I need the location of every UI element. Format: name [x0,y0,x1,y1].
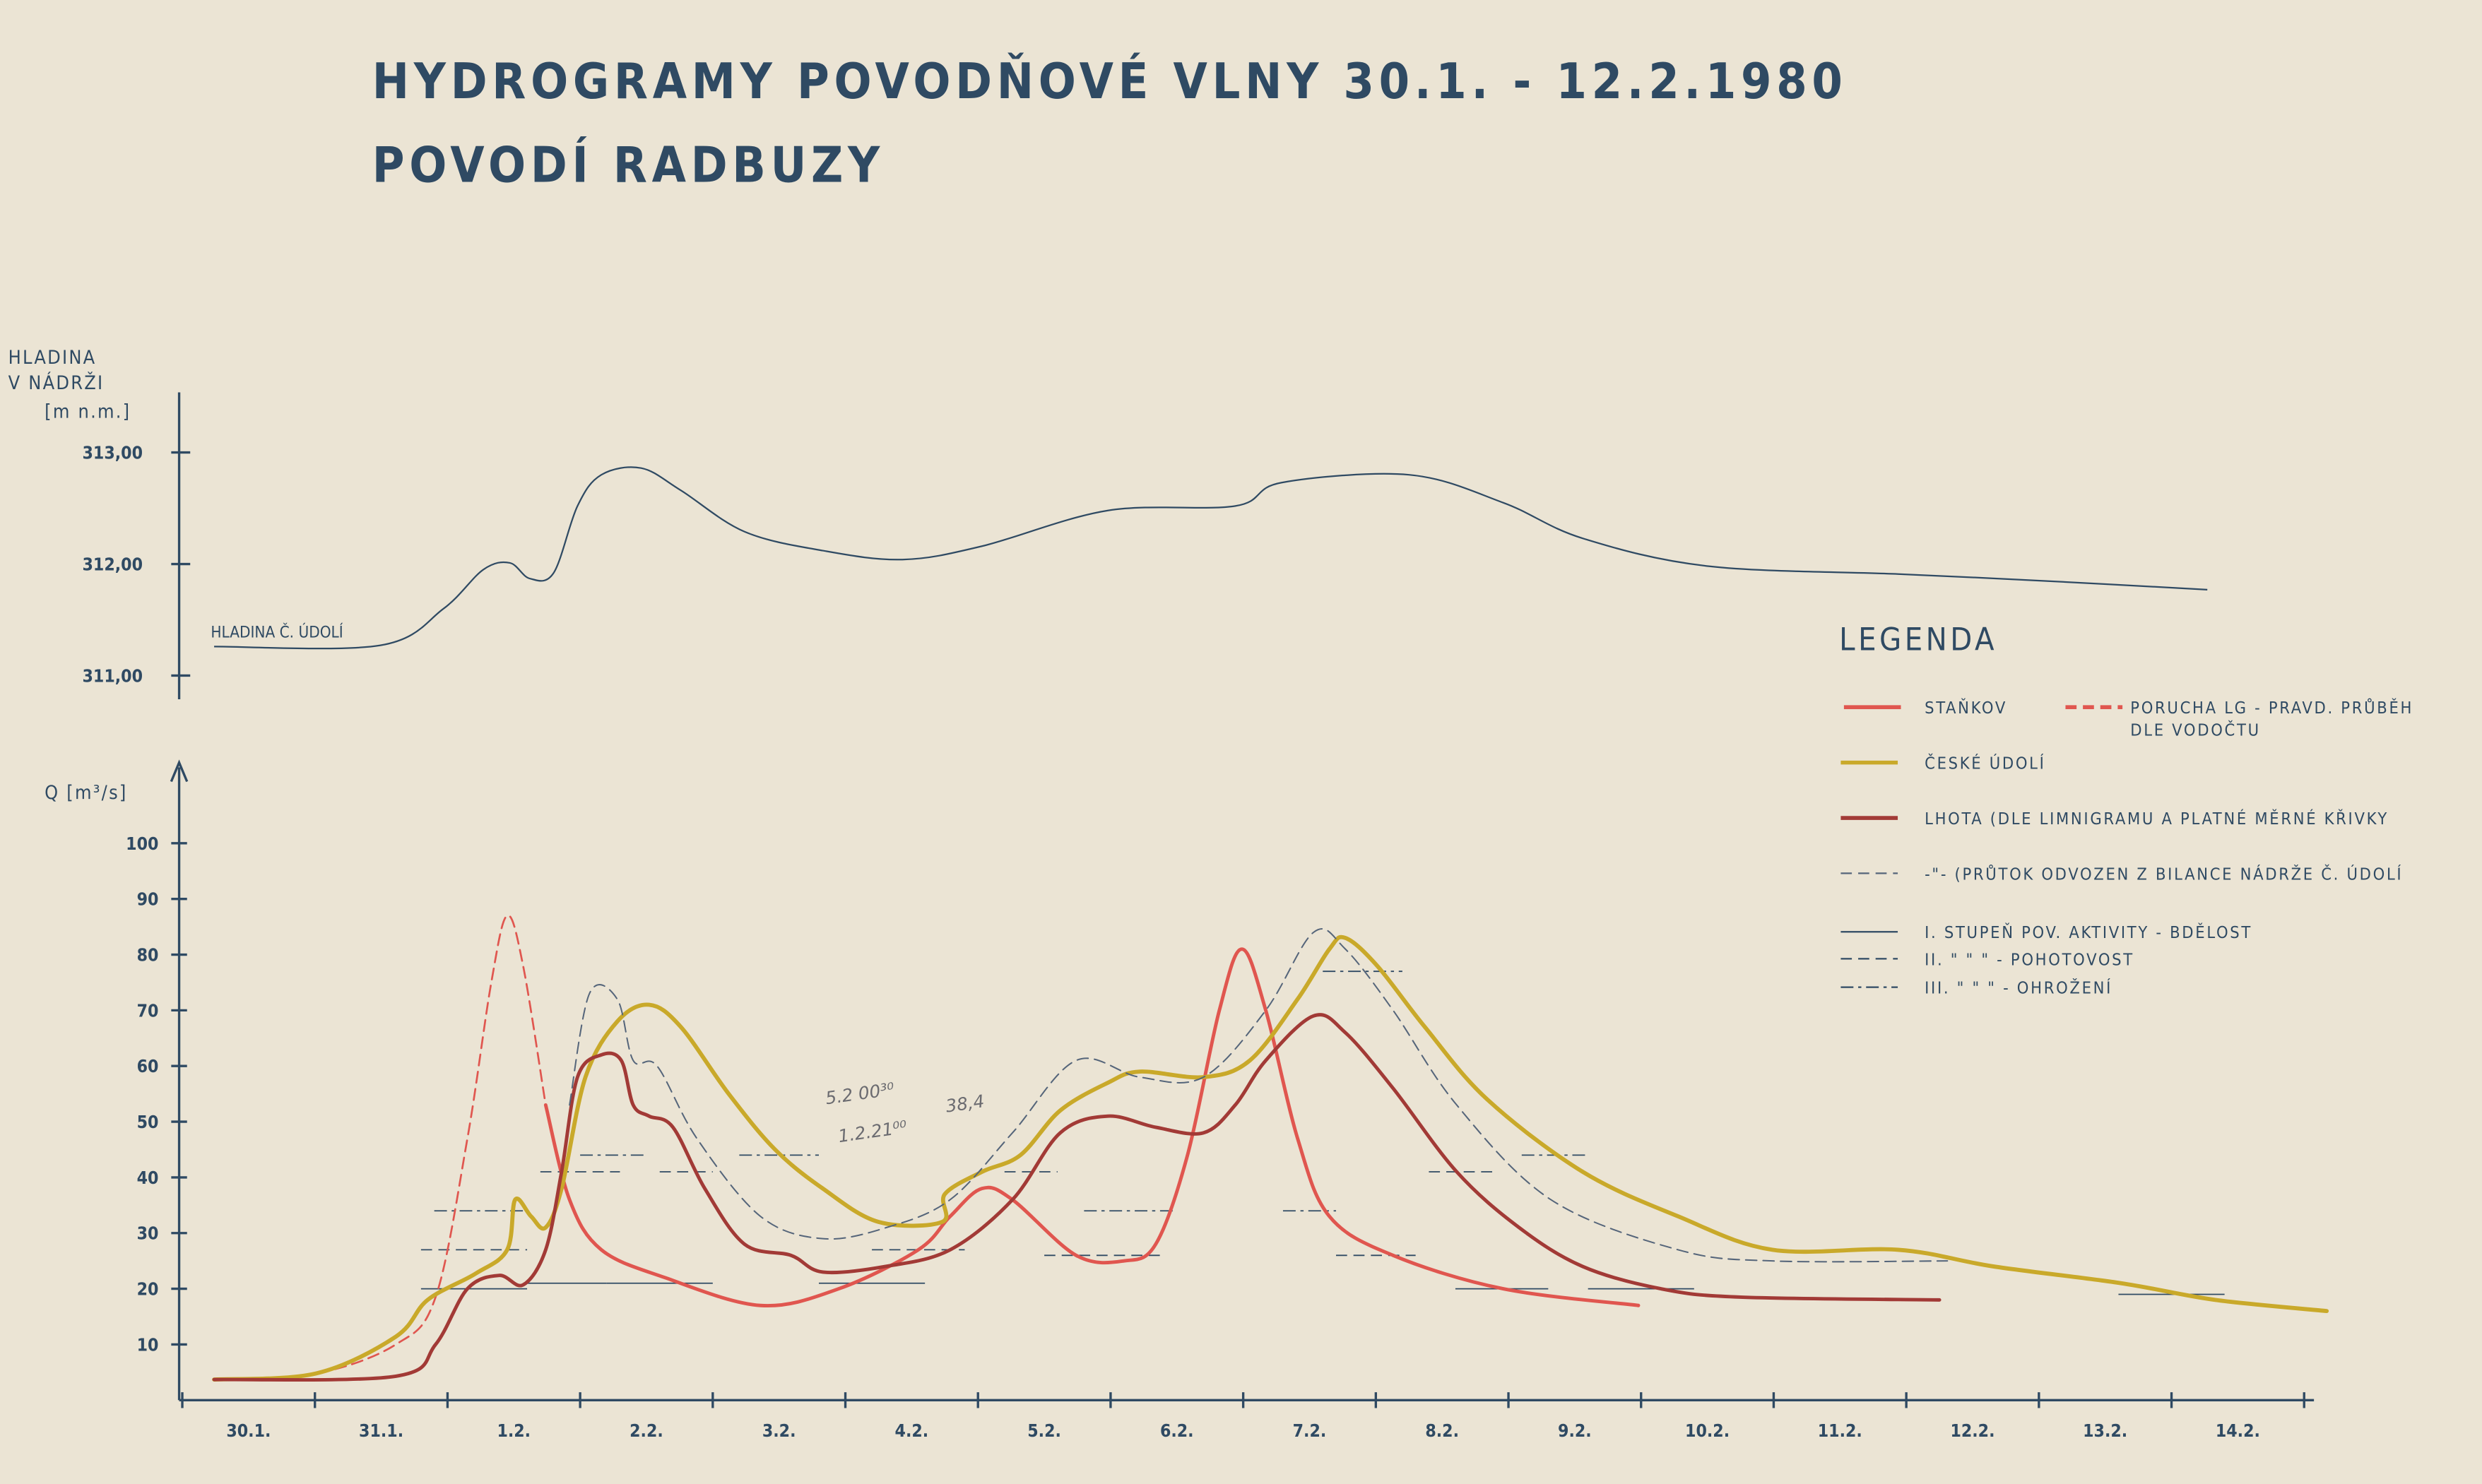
date-tick-label: 5.2. [1027,1420,1061,1441]
legend-label-3: LHOTA (DLE LIMNIGRAMU A PLATNÉ MĚRNÉ KŘI… [1925,809,2389,829]
legend-label-5: I. STUPEŇ POV. AKTIVITY - BDĚLOST [1925,922,2252,942]
q-tick-label: 90 [137,889,159,910]
date-tick-label: 14.2. [2216,1420,2260,1441]
level-axis-label-2: V NÁDRŽI [8,372,105,394]
q-tick-label: 70 [137,1000,159,1021]
title-line-2: POVODÍ RADBUZY [372,136,885,194]
series-line-0 [543,947,1641,1308]
series-line-2 [212,934,2329,1382]
level-plot: 313,00 312,00 311,00 [83,392,2208,700]
series-line-4 [569,928,1949,1263]
series-line-1 [213,914,547,1381]
legend-title: LEGENDA [1839,621,1997,658]
date-tick-label: 10.2. [1685,1420,1730,1441]
q-tick-label: 100 [126,833,158,854]
date-tick-label: 8.2. [1425,1420,1459,1441]
legend-label-1: PORUCHA LG - PRAVD. PRŮBĚH [2130,697,2413,718]
legend-label-7: III. " " " - OHROŽENÍ [1925,978,2112,998]
series-line-3 [212,1013,1942,1382]
date-tick-label: 9.2. [1558,1420,1592,1441]
q-tick-label: 50 [137,1112,159,1132]
date-tick-label: 1.2. [497,1420,531,1441]
level-axis-label-1: HLADINA [8,347,97,369]
legend-label-1-line2: DLE VODOČTU [2130,720,2260,740]
level-axis-label-unit: [m n.m.] [45,400,131,422]
date-tick-label: 3.2. [762,1420,796,1441]
legend-label-0: STAŇKOV [1925,698,2007,718]
q-tick-label: 30 [137,1223,159,1244]
level-tick-label: 312,00 [83,554,143,574]
q-axis-arrow-icon [170,759,189,783]
title-line-1: HYDROGRAMY POVODŇOVÉ VLNY 30.1. - 12.2.1… [372,52,1848,110]
q-tick-label: 40 [137,1168,159,1188]
date-tick-label: 13.2. [2083,1420,2127,1441]
date-tick-label: 4.2. [895,1420,929,1441]
date-tick-label: 7.2. [1293,1420,1327,1441]
q-tick-label: 60 [137,1056,159,1076]
legend-label-4: -"- (PRŮTOK ODVOZEN Z BILANCE NÁDRŽE Č. … [1925,863,2403,884]
level-annotation: HLADINA Č. ÚDOLÍ [211,622,343,642]
discharge-plot: 10 20 30 40 50 60 70 80 90 100 30.1. 31.1. 1.2. 2.2. 3… [126,759,2329,1441]
q-tick-label: 20 [137,1279,159,1300]
date-tick-label: 12.2. [1950,1420,1995,1441]
level-tick-label: 313,00 [83,443,143,463]
legend-label-6: II. " " " - POHOTOVOST [1925,949,2134,969]
date-tick-label: 31.1. [359,1420,403,1441]
q-tick-label: 80 [137,944,159,965]
q-axis-label: Q [m³/s] [45,782,127,804]
legend-label-2: ČESKÉ ÚDOLÍ [1925,754,2045,773]
date-tick-label: 30.1. [226,1420,271,1441]
date-tick-label: 6.2. [1160,1420,1194,1441]
level-series-line [214,466,2208,650]
date-tick-label: 11.2. [1818,1420,1862,1441]
level-tick-label: 311,00 [83,665,143,686]
q-tick-label: 10 [137,1334,159,1355]
legend: LEGENDA STAŇKOV PORUCHA LG - PRAVD. PRŮBĚ… [1839,621,2413,998]
date-tick-label: 2.2. [630,1420,663,1441]
